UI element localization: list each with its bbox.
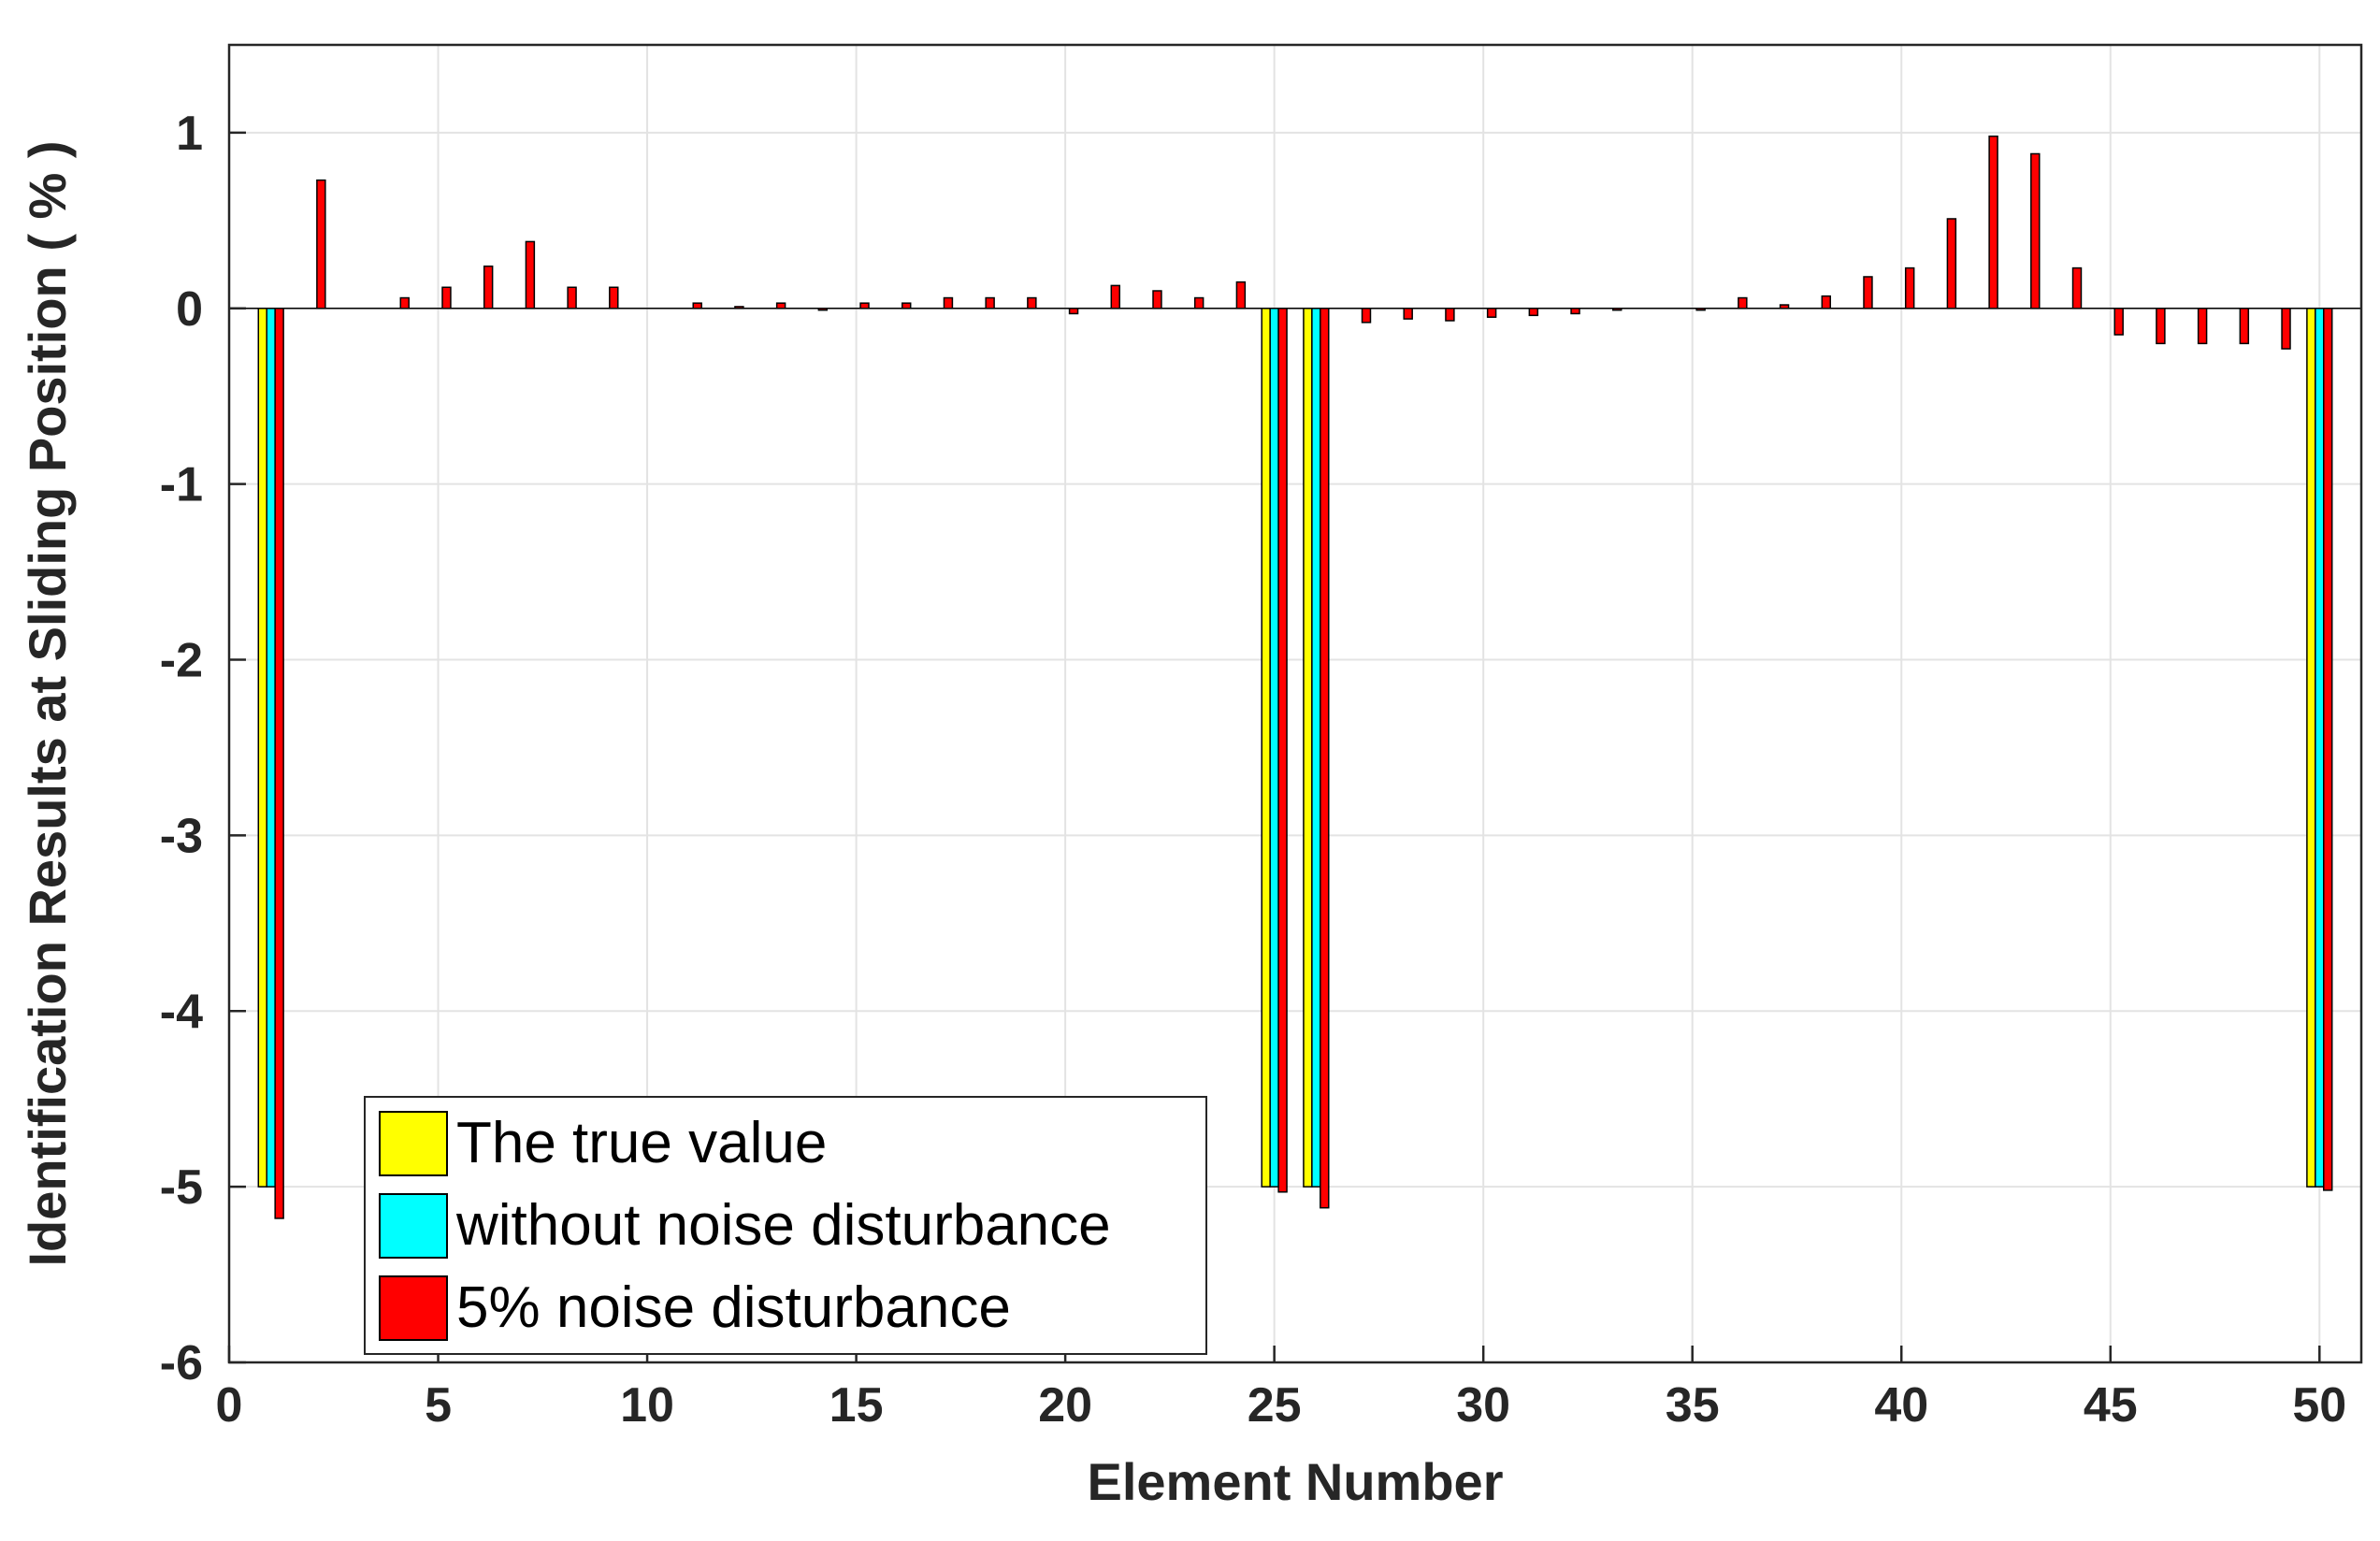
bar xyxy=(1403,308,1413,320)
bar xyxy=(441,286,452,310)
y-tick-label: 0 xyxy=(176,282,203,337)
bar xyxy=(1110,284,1120,310)
x-tick-label: 30 xyxy=(1456,1378,1510,1433)
bar xyxy=(2197,308,2208,345)
bar xyxy=(2071,266,2083,310)
bar xyxy=(817,308,829,311)
plot-border xyxy=(227,43,2363,1364)
x-tick-label: 45 xyxy=(2084,1378,2138,1433)
bar xyxy=(2315,308,2325,1188)
bar xyxy=(266,308,276,1188)
x-tick-label: 5 xyxy=(425,1378,452,1433)
y-tick-label: -1 xyxy=(160,458,203,512)
bar xyxy=(1695,308,1706,311)
y-tick-label: -3 xyxy=(160,809,203,863)
legend: The true value without noise disturbance… xyxy=(364,1096,1207,1355)
bar xyxy=(1361,308,1372,324)
legend-swatch-5pct-noise xyxy=(379,1275,448,1341)
y-tick-label: 1 xyxy=(176,107,203,161)
bar xyxy=(902,302,912,310)
bar xyxy=(2030,152,2041,310)
bar xyxy=(734,306,744,310)
x-tick-label: 20 xyxy=(1038,1378,1092,1433)
bar xyxy=(859,302,870,310)
bar xyxy=(1988,135,1998,310)
bar xyxy=(1821,295,1831,310)
bar xyxy=(985,296,995,310)
plot-frame xyxy=(227,43,2363,1364)
bar xyxy=(567,286,577,310)
bar xyxy=(2113,308,2124,336)
y-tick-label: -2 xyxy=(160,634,203,688)
bar xyxy=(525,240,536,310)
x-tick-label: 0 xyxy=(216,1378,243,1433)
legend-label-without-noise: without noise disturbance xyxy=(455,1193,1111,1258)
legend-label-true-value: The true value xyxy=(456,1111,827,1175)
x-tick-label: 25 xyxy=(1248,1378,1302,1433)
x-axis-title: Element Number xyxy=(1088,1452,1504,1511)
legend-swatch-true-value xyxy=(379,1111,448,1176)
bar xyxy=(1904,266,1915,310)
bar xyxy=(1779,304,1790,310)
bar xyxy=(483,265,494,310)
bar xyxy=(1486,308,1497,318)
x-tick-label: 50 xyxy=(2292,1378,2346,1433)
bar xyxy=(1946,218,1957,310)
y-tick-label: -5 xyxy=(160,1160,203,1215)
bar xyxy=(1570,308,1580,315)
bar xyxy=(1320,308,1330,1209)
bar xyxy=(609,286,619,310)
bar xyxy=(274,308,284,1219)
bar xyxy=(316,179,326,310)
bar xyxy=(943,296,954,310)
bar xyxy=(2306,308,2316,1188)
bar xyxy=(257,308,267,1188)
bar xyxy=(775,302,786,310)
bar xyxy=(1863,276,1873,310)
bar xyxy=(1269,308,1279,1188)
bar xyxy=(1528,308,1539,317)
bar xyxy=(1277,308,1288,1193)
bar xyxy=(1027,296,1037,310)
y-axis-title: Identification Results at Sliding Positi… xyxy=(18,140,77,1266)
bar xyxy=(1261,308,1271,1188)
bar xyxy=(1738,296,1748,310)
x-tick-label: 40 xyxy=(1874,1378,1928,1433)
bar xyxy=(1445,308,1455,322)
bar xyxy=(1193,296,1204,310)
bar xyxy=(2281,308,2291,350)
bar xyxy=(1068,308,1079,315)
bar xyxy=(2323,308,2333,1191)
bar xyxy=(1311,308,1321,1188)
y-tick-label: -4 xyxy=(160,985,203,1039)
bar xyxy=(1152,290,1162,310)
y-tick-label: -6 xyxy=(160,1336,203,1390)
bar xyxy=(1235,281,1247,310)
bars xyxy=(257,135,2333,1219)
bar xyxy=(692,302,702,310)
legend-box xyxy=(364,1096,1207,1355)
x-tick-label: 15 xyxy=(829,1378,884,1433)
bar xyxy=(1612,308,1623,311)
bar xyxy=(2239,308,2250,345)
bar xyxy=(2156,308,2166,345)
x-tick-label: 10 xyxy=(620,1378,674,1433)
legend-swatch-without-noise xyxy=(379,1193,448,1259)
legend-label-5pct-noise: 5% noise disturbance xyxy=(456,1275,1011,1340)
tick-labels: 0 5 10 15 20 25 30 35 40 45 50 -6 -5 -4 -3 -2 -1 0 1 xyxy=(160,107,2346,1433)
bar xyxy=(399,296,410,310)
bar xyxy=(1303,308,1313,1188)
x-tick-label: 35 xyxy=(1666,1378,1720,1433)
